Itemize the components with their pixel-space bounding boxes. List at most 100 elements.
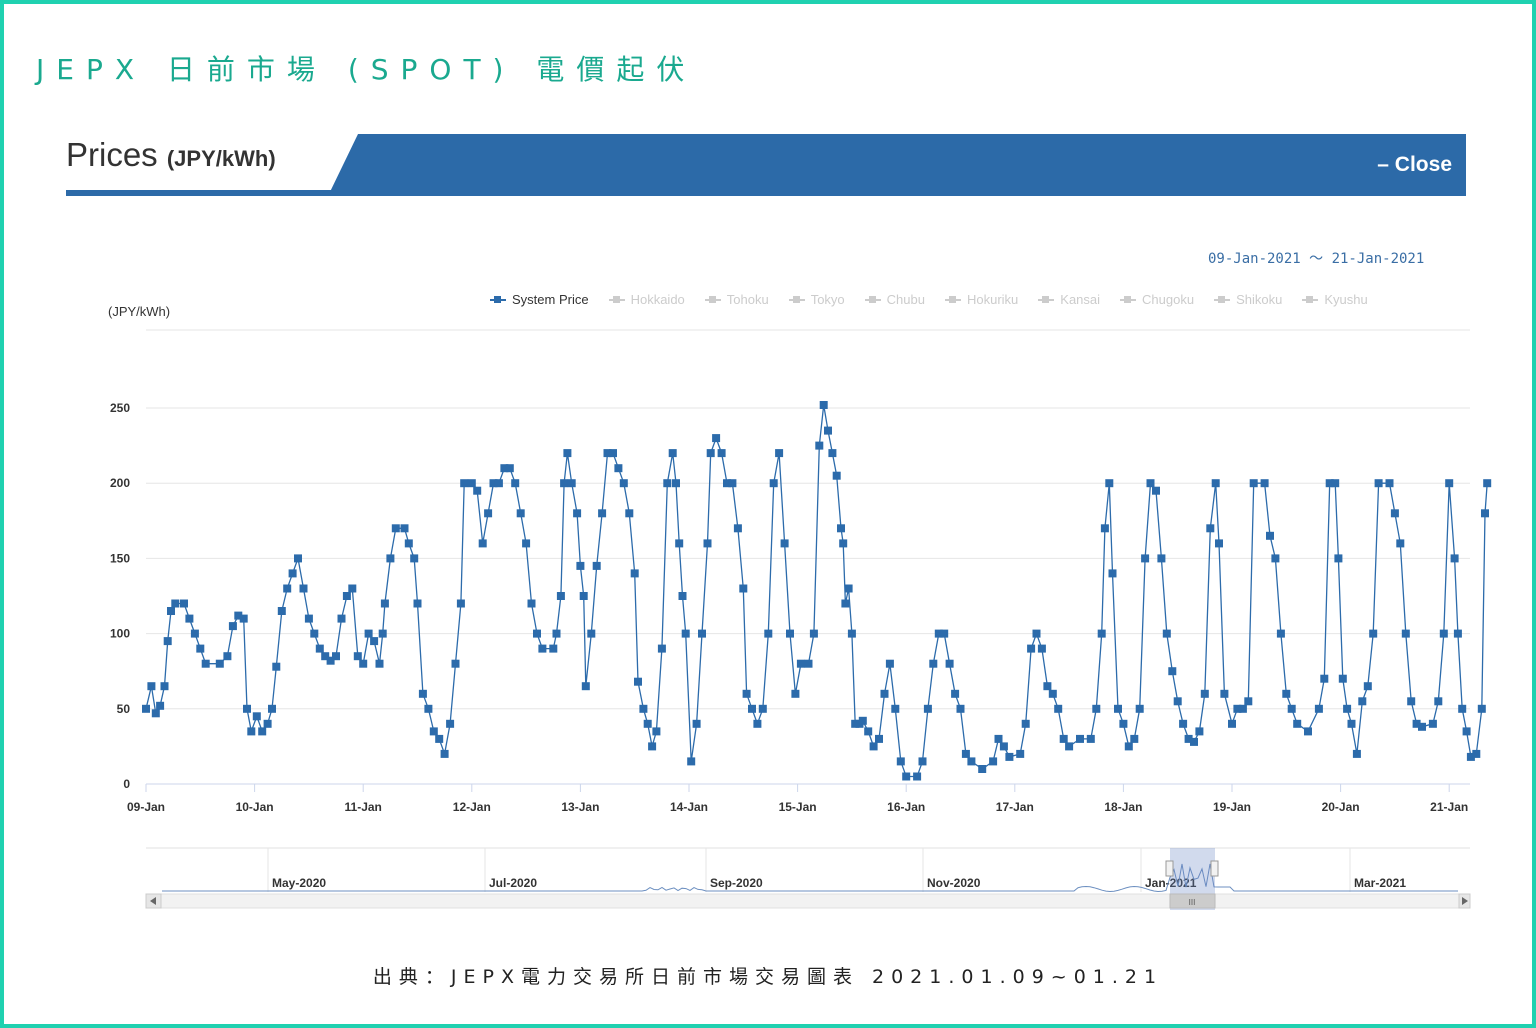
data-point <box>473 486 482 495</box>
legend-marker-icon <box>608 295 625 305</box>
legend-item-tokyo[interactable]: Tokyo <box>788 292 845 307</box>
data-point <box>1304 727 1312 736</box>
legend-item-kyushu[interactable]: Kyushu <box>1302 292 1368 307</box>
data-point <box>190 629 199 638</box>
data-point <box>1168 667 1177 676</box>
data-point <box>1135 704 1144 713</box>
data-point <box>864 727 873 736</box>
data-point <box>185 614 194 623</box>
legend-item-system-price[interactable]: System Price <box>490 292 589 307</box>
data-point <box>151 709 160 718</box>
data-point <box>1282 689 1291 698</box>
data-point <box>1434 697 1443 706</box>
data-point <box>243 704 251 713</box>
data-point <box>1021 719 1030 728</box>
data-point <box>283 584 292 593</box>
legend-item-hokuriku[interactable]: Hokuriku <box>944 292 1018 307</box>
data-point <box>404 539 413 548</box>
data-point <box>1338 674 1347 683</box>
data-point <box>1385 479 1394 488</box>
data-point <box>999 742 1008 751</box>
data-point <box>678 592 687 600</box>
x-tick-label: 10-Jan <box>236 800 274 814</box>
data-point <box>1119 719 1128 728</box>
navigator-label: Jan-2021 <box>1145 876 1197 890</box>
data-point <box>180 599 188 608</box>
data-point <box>451 659 460 668</box>
data-point <box>1244 697 1253 706</box>
legend-item-tohoku[interactable]: Tohoku <box>704 292 769 307</box>
data-point <box>1076 734 1084 743</box>
data-point <box>1228 719 1236 728</box>
data-point <box>902 772 911 781</box>
data-point <box>775 449 784 458</box>
data-point <box>703 539 712 548</box>
data-point <box>1352 749 1361 758</box>
data-point <box>869 742 878 751</box>
data-point <box>410 554 419 563</box>
x-tick-label: 13-Jan <box>561 800 599 814</box>
data-point <box>1097 629 1106 638</box>
y-tick-label: 250 <box>110 401 130 415</box>
data-point <box>875 734 883 743</box>
data-point <box>467 479 476 488</box>
legend-item-shikoku[interactable]: Shikoku <box>1214 292 1282 307</box>
data-point <box>1369 629 1378 638</box>
scrollbar-track[interactable] <box>145 893 1471 909</box>
data-point <box>567 479 576 488</box>
data-point <box>837 524 845 533</box>
data-point <box>1276 629 1285 638</box>
data-point <box>896 757 905 766</box>
x-tick-label: 18-Jan <box>1104 800 1142 814</box>
data-point <box>268 704 276 713</box>
legend-label: Hokkaido <box>630 292 685 307</box>
data-point <box>573 509 582 518</box>
legend-label: System Price <box>512 292 589 307</box>
y-tick-label: 150 <box>110 551 130 565</box>
data-point <box>1032 629 1041 638</box>
data-point <box>847 629 856 638</box>
data-point <box>446 719 455 728</box>
data-point <box>380 599 389 608</box>
data-point <box>1439 629 1448 638</box>
legend-marker-icon <box>490 295 506 305</box>
data-point <box>1363 682 1372 691</box>
data-point <box>1027 644 1036 653</box>
data-point <box>294 554 302 563</box>
navigator-handle-left[interactable] <box>1165 860 1174 877</box>
navigator-handle-right[interactable] <box>1210 860 1219 877</box>
scrollbar-thumb[interactable] <box>1169 893 1216 909</box>
data-point <box>940 629 949 638</box>
legend-label: Chugoku <box>1142 292 1195 307</box>
data-point <box>315 644 324 653</box>
date-range[interactable]: 09-Jan-2021 ～ 21-Jan-2021 <box>1208 251 1425 267</box>
data-point <box>247 727 256 736</box>
data-point <box>1184 734 1193 743</box>
close-button[interactable]: – Close <box>1377 153 1452 176</box>
data-point <box>634 677 642 686</box>
data-point <box>742 689 751 698</box>
data-point <box>712 434 721 443</box>
header-blue-panel <box>328 134 1466 196</box>
data-point <box>891 704 900 713</box>
data-point <box>913 772 922 781</box>
data-point <box>769 479 778 488</box>
data-point <box>429 727 438 736</box>
data-point <box>556 592 565 600</box>
legend-item-hokkaido[interactable]: Hokkaido <box>608 292 685 307</box>
legend-label: Tohoku <box>726 292 769 307</box>
data-point <box>533 629 541 638</box>
data-point <box>1130 734 1139 743</box>
data-point <box>828 449 837 458</box>
data-point <box>918 757 927 766</box>
data-point <box>639 704 648 713</box>
data-point <box>1293 719 1302 728</box>
data-point <box>1124 742 1133 751</box>
legend-item-chugoku[interactable]: Chugoku <box>1120 292 1194 307</box>
x-tick-label: 09-Jan <box>127 800 165 814</box>
legend-item-kansai[interactable]: Kansai <box>1038 292 1100 307</box>
x-tick-label: 14-Jan <box>670 800 708 814</box>
legend-item-chubu[interactable]: Chubu <box>864 292 925 307</box>
data-point <box>201 659 210 668</box>
